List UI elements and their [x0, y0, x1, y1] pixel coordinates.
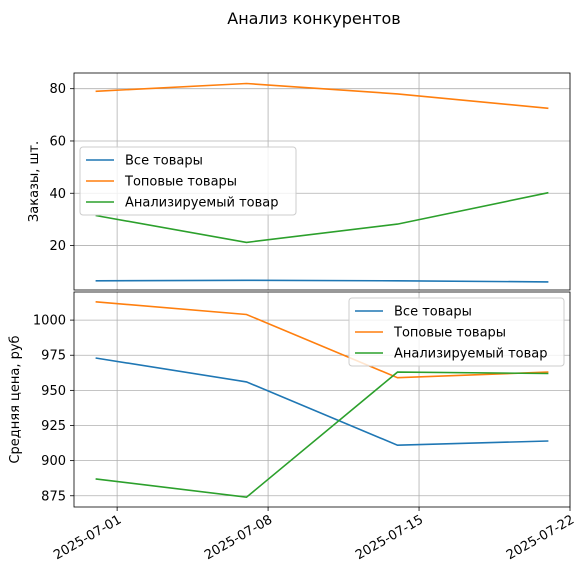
- legend-box: [79, 146, 297, 216]
- legend-label: Анализируемый товар: [394, 347, 547, 362]
- legend-box: [348, 297, 565, 367]
- legend: Все товары Топовые товары Анализируемый то…: [348, 297, 565, 367]
- legend-label: Все товары: [394, 305, 472, 320]
- y-axis-label: Средняя цена, руб: [8, 335, 23, 463]
- series-line-3: [95, 371, 549, 499]
- series-line-1: [95, 279, 549, 283]
- ytick-label: 950: [41, 384, 66, 399]
- figure-title: Анализ конкурентов: [227, 9, 400, 28]
- y-axis-label: Заказы, шт.: [27, 141, 42, 222]
- legend-label: Топовые товары: [393, 326, 506, 341]
- ytick-label: 60: [49, 134, 66, 149]
- panels: 20 40 60 80 Заказы, шт. Все товары Топовые тов…: [8, 72, 577, 563]
- legend: Все товары Топовые товары Анализируемый то…: [79, 146, 297, 216]
- series-line-3: [95, 191, 549, 244]
- xtick-label: 2025-07-08: [202, 512, 275, 563]
- axes-frame: [73, 291, 571, 508]
- legend-label: Топовые товары: [124, 175, 237, 190]
- xtick-label: 2025-07-22: [504, 512, 577, 563]
- ytick-label: 925: [41, 419, 66, 434]
- axes-frame: [73, 72, 571, 291]
- series-line-2: [95, 301, 549, 379]
- panel-2: 875 900 925 950 975 1000 Средняя цена, руб Все …: [8, 291, 571, 508]
- xtick-label: 2025-07-15: [353, 512, 426, 563]
- legend-label: Анализируемый товар: [125, 196, 278, 211]
- panel-1: 20 40 60 80 Заказы, шт. Все товары Топовые тов…: [27, 72, 571, 291]
- xtick-label: 2025-07-01: [51, 512, 124, 563]
- series-line-2: [95, 82, 549, 110]
- ytick-label: 900: [41, 454, 66, 469]
- ytick-label: 80: [49, 82, 66, 97]
- legend-label: Все товары: [125, 154, 203, 169]
- ytick-label: 1000: [33, 314, 66, 329]
- series-line-1: [95, 357, 549, 447]
- ytick-label: 875: [41, 489, 66, 504]
- ytick-label: 40: [49, 187, 66, 202]
- ytick-label: 975: [41, 349, 66, 364]
- ytick-label: 20: [49, 239, 66, 254]
